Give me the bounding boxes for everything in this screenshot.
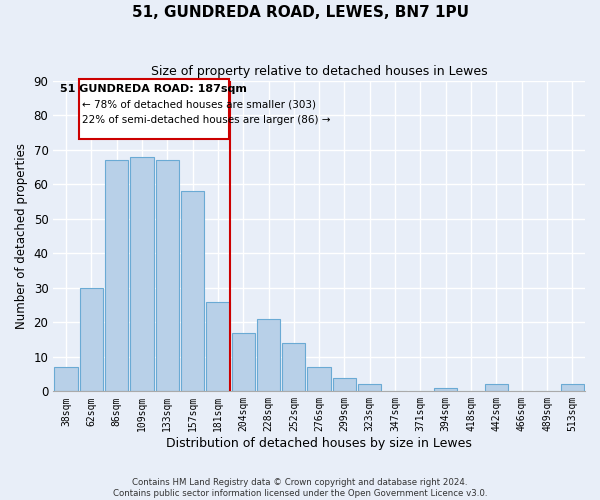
Bar (434, 388, 457, 392)
Bar (282, 343, 305, 392)
Bar (206, 302, 230, 392)
FancyBboxPatch shape (79, 79, 229, 140)
Bar (257, 319, 280, 392)
Title: Size of property relative to detached houses in Lewes: Size of property relative to detached ho… (151, 65, 487, 78)
Bar (232, 332, 255, 392)
Bar (130, 156, 154, 392)
Bar (155, 160, 179, 392)
Bar (181, 191, 204, 392)
Bar (560, 384, 584, 392)
Bar (80, 288, 103, 392)
Bar (485, 384, 508, 392)
Bar (55, 367, 77, 392)
Text: Contains HM Land Registry data © Crown copyright and database right 2024.
Contai: Contains HM Land Registry data © Crown c… (113, 478, 487, 498)
Bar (333, 378, 356, 392)
Text: 51, GUNDREDA ROAD, LEWES, BN7 1PU: 51, GUNDREDA ROAD, LEWES, BN7 1PU (131, 5, 469, 20)
Text: 51 GUNDREDA ROAD: 187sqm: 51 GUNDREDA ROAD: 187sqm (61, 84, 247, 94)
Bar (307, 367, 331, 392)
Text: ← 78% of detached houses are smaller (303): ← 78% of detached houses are smaller (30… (82, 100, 316, 110)
Bar (358, 384, 382, 392)
Text: 22% of semi-detached houses are larger (86) →: 22% of semi-detached houses are larger (… (82, 115, 331, 125)
X-axis label: Distribution of detached houses by size in Lewes: Distribution of detached houses by size … (166, 437, 472, 450)
Bar (105, 160, 128, 392)
Y-axis label: Number of detached properties: Number of detached properties (15, 143, 28, 329)
